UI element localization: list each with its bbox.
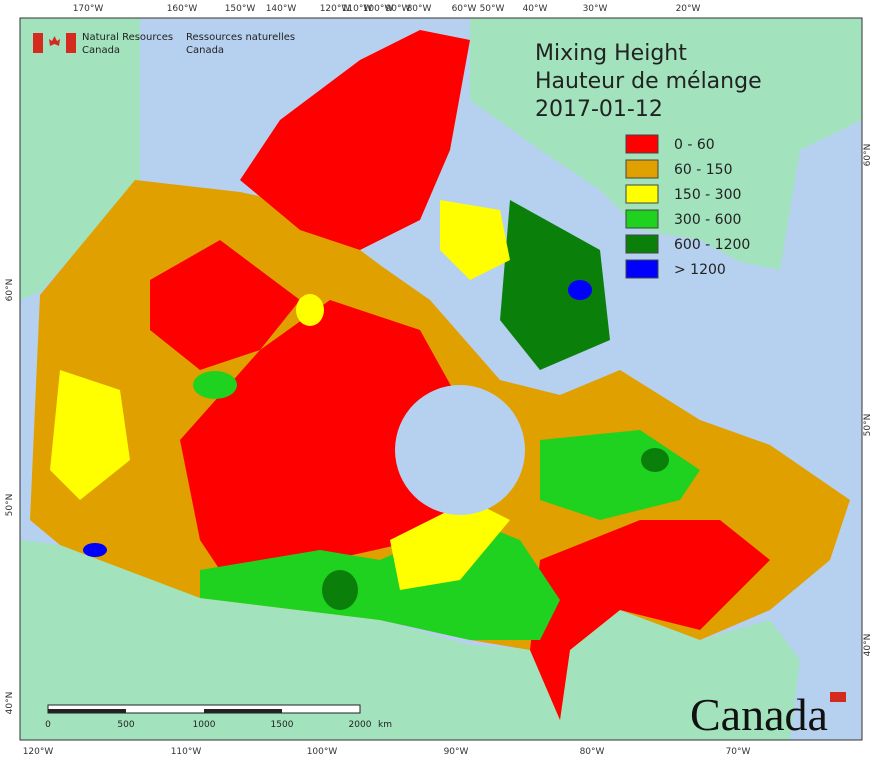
- legend-label: 60 - 150: [674, 162, 733, 178]
- zone-blue: [568, 280, 592, 300]
- zone-yellow: [390, 500, 510, 590]
- graticule-label: 80°W: [580, 747, 605, 757]
- scale-label: 2000: [349, 720, 372, 730]
- zone-yellow: [296, 294, 324, 326]
- zone-red: [150, 240, 300, 370]
- graticule-label: 80°W: [407, 4, 432, 14]
- graticule-label: 30°W: [583, 4, 608, 14]
- graticule-label: 90°W: [444, 747, 469, 757]
- org-en: Natural Resources: [82, 32, 173, 43]
- graticule-label: 100°W: [307, 747, 338, 757]
- graticule-label: 120°W: [320, 4, 351, 14]
- zone-red: [530, 520, 770, 720]
- graticule-label: 100°W: [363, 4, 394, 14]
- legend-label: > 1200: [674, 262, 726, 278]
- title: Hauteur de mélange: [535, 69, 762, 94]
- scale-label: 1000: [193, 720, 216, 730]
- hudson-bay: [395, 385, 525, 515]
- scale-label: 0: [45, 720, 51, 730]
- graticule-label: 60°W: [452, 4, 477, 14]
- scale-unit: km: [378, 720, 392, 730]
- graticule-label: 40°N: [5, 692, 15, 715]
- zone-yellow: [50, 370, 130, 500]
- graticule-label: 140°W: [266, 4, 297, 14]
- logo: Natural Resources Canada Ressources natu…: [33, 32, 295, 56]
- zone-yellow: [440, 200, 510, 280]
- flag-bar: [66, 33, 76, 53]
- legend-swatch: [625, 184, 659, 204]
- legend-swatch: [625, 234, 659, 254]
- legend-swatch: [625, 134, 659, 154]
- baffin-dark-green: [500, 200, 610, 370]
- legend-label: 150 - 300: [674, 187, 741, 203]
- graticule-label: 50°W: [480, 4, 505, 14]
- graticule-label: 110°W: [171, 747, 202, 757]
- zone-red: [180, 300, 470, 600]
- graticule-label: 20°W: [676, 4, 701, 14]
- graticule-label: 90°W: [386, 4, 411, 14]
- graticule-label: 70°W: [726, 747, 751, 757]
- legend-swatch: [625, 259, 659, 279]
- usa: [20, 540, 800, 740]
- flag-bar: [33, 33, 43, 53]
- wordmark: Canada: [690, 689, 828, 740]
- graticule-label: 110°W: [342, 4, 373, 14]
- graticule-label: 150°W: [225, 4, 256, 14]
- org-fr: Canada: [186, 45, 224, 56]
- wordmark-flag: [830, 692, 846, 702]
- legend-label: 0 - 60: [674, 137, 715, 153]
- zone-dark-green: [322, 570, 358, 610]
- org-en: Canada: [82, 45, 120, 56]
- scale-label: 1500: [271, 720, 294, 730]
- alaska: [20, 18, 140, 300]
- title: 2017-01-12: [535, 97, 663, 122]
- graticule-label: 160°W: [167, 4, 198, 14]
- maple-leaf: [49, 36, 60, 46]
- zone-green: [193, 371, 237, 399]
- graticule-label: 50°N: [5, 494, 15, 517]
- graticule-label: 170°W: [73, 4, 104, 14]
- graticule-label: 40°N: [863, 634, 873, 657]
- legend-label: 600 - 1200: [674, 237, 750, 253]
- legend-label: 300 - 600: [674, 212, 741, 228]
- graticule-label: 60°N: [5, 279, 15, 302]
- arctic-islands: [240, 30, 470, 250]
- title: Mixing Height: [535, 41, 687, 66]
- graticule-label: 40°W: [523, 4, 548, 14]
- org-fr: Ressources naturelles: [186, 32, 295, 43]
- scale-label: 500: [117, 720, 134, 730]
- legend-swatch: [625, 159, 659, 179]
- frame: [19, 17, 863, 741]
- scale-segment: [48, 709, 126, 713]
- graticule-label: 50°N: [863, 414, 873, 437]
- graticule-label: 120°W: [23, 747, 54, 757]
- zone-dark-green: [641, 448, 669, 472]
- greenland: [470, 18, 862, 270]
- graticule-label: 60°N: [863, 144, 873, 167]
- zone-blue: [83, 543, 107, 557]
- legend-swatch: [625, 209, 659, 229]
- map-frame: [19, 17, 863, 741]
- scale-segment: [204, 709, 282, 713]
